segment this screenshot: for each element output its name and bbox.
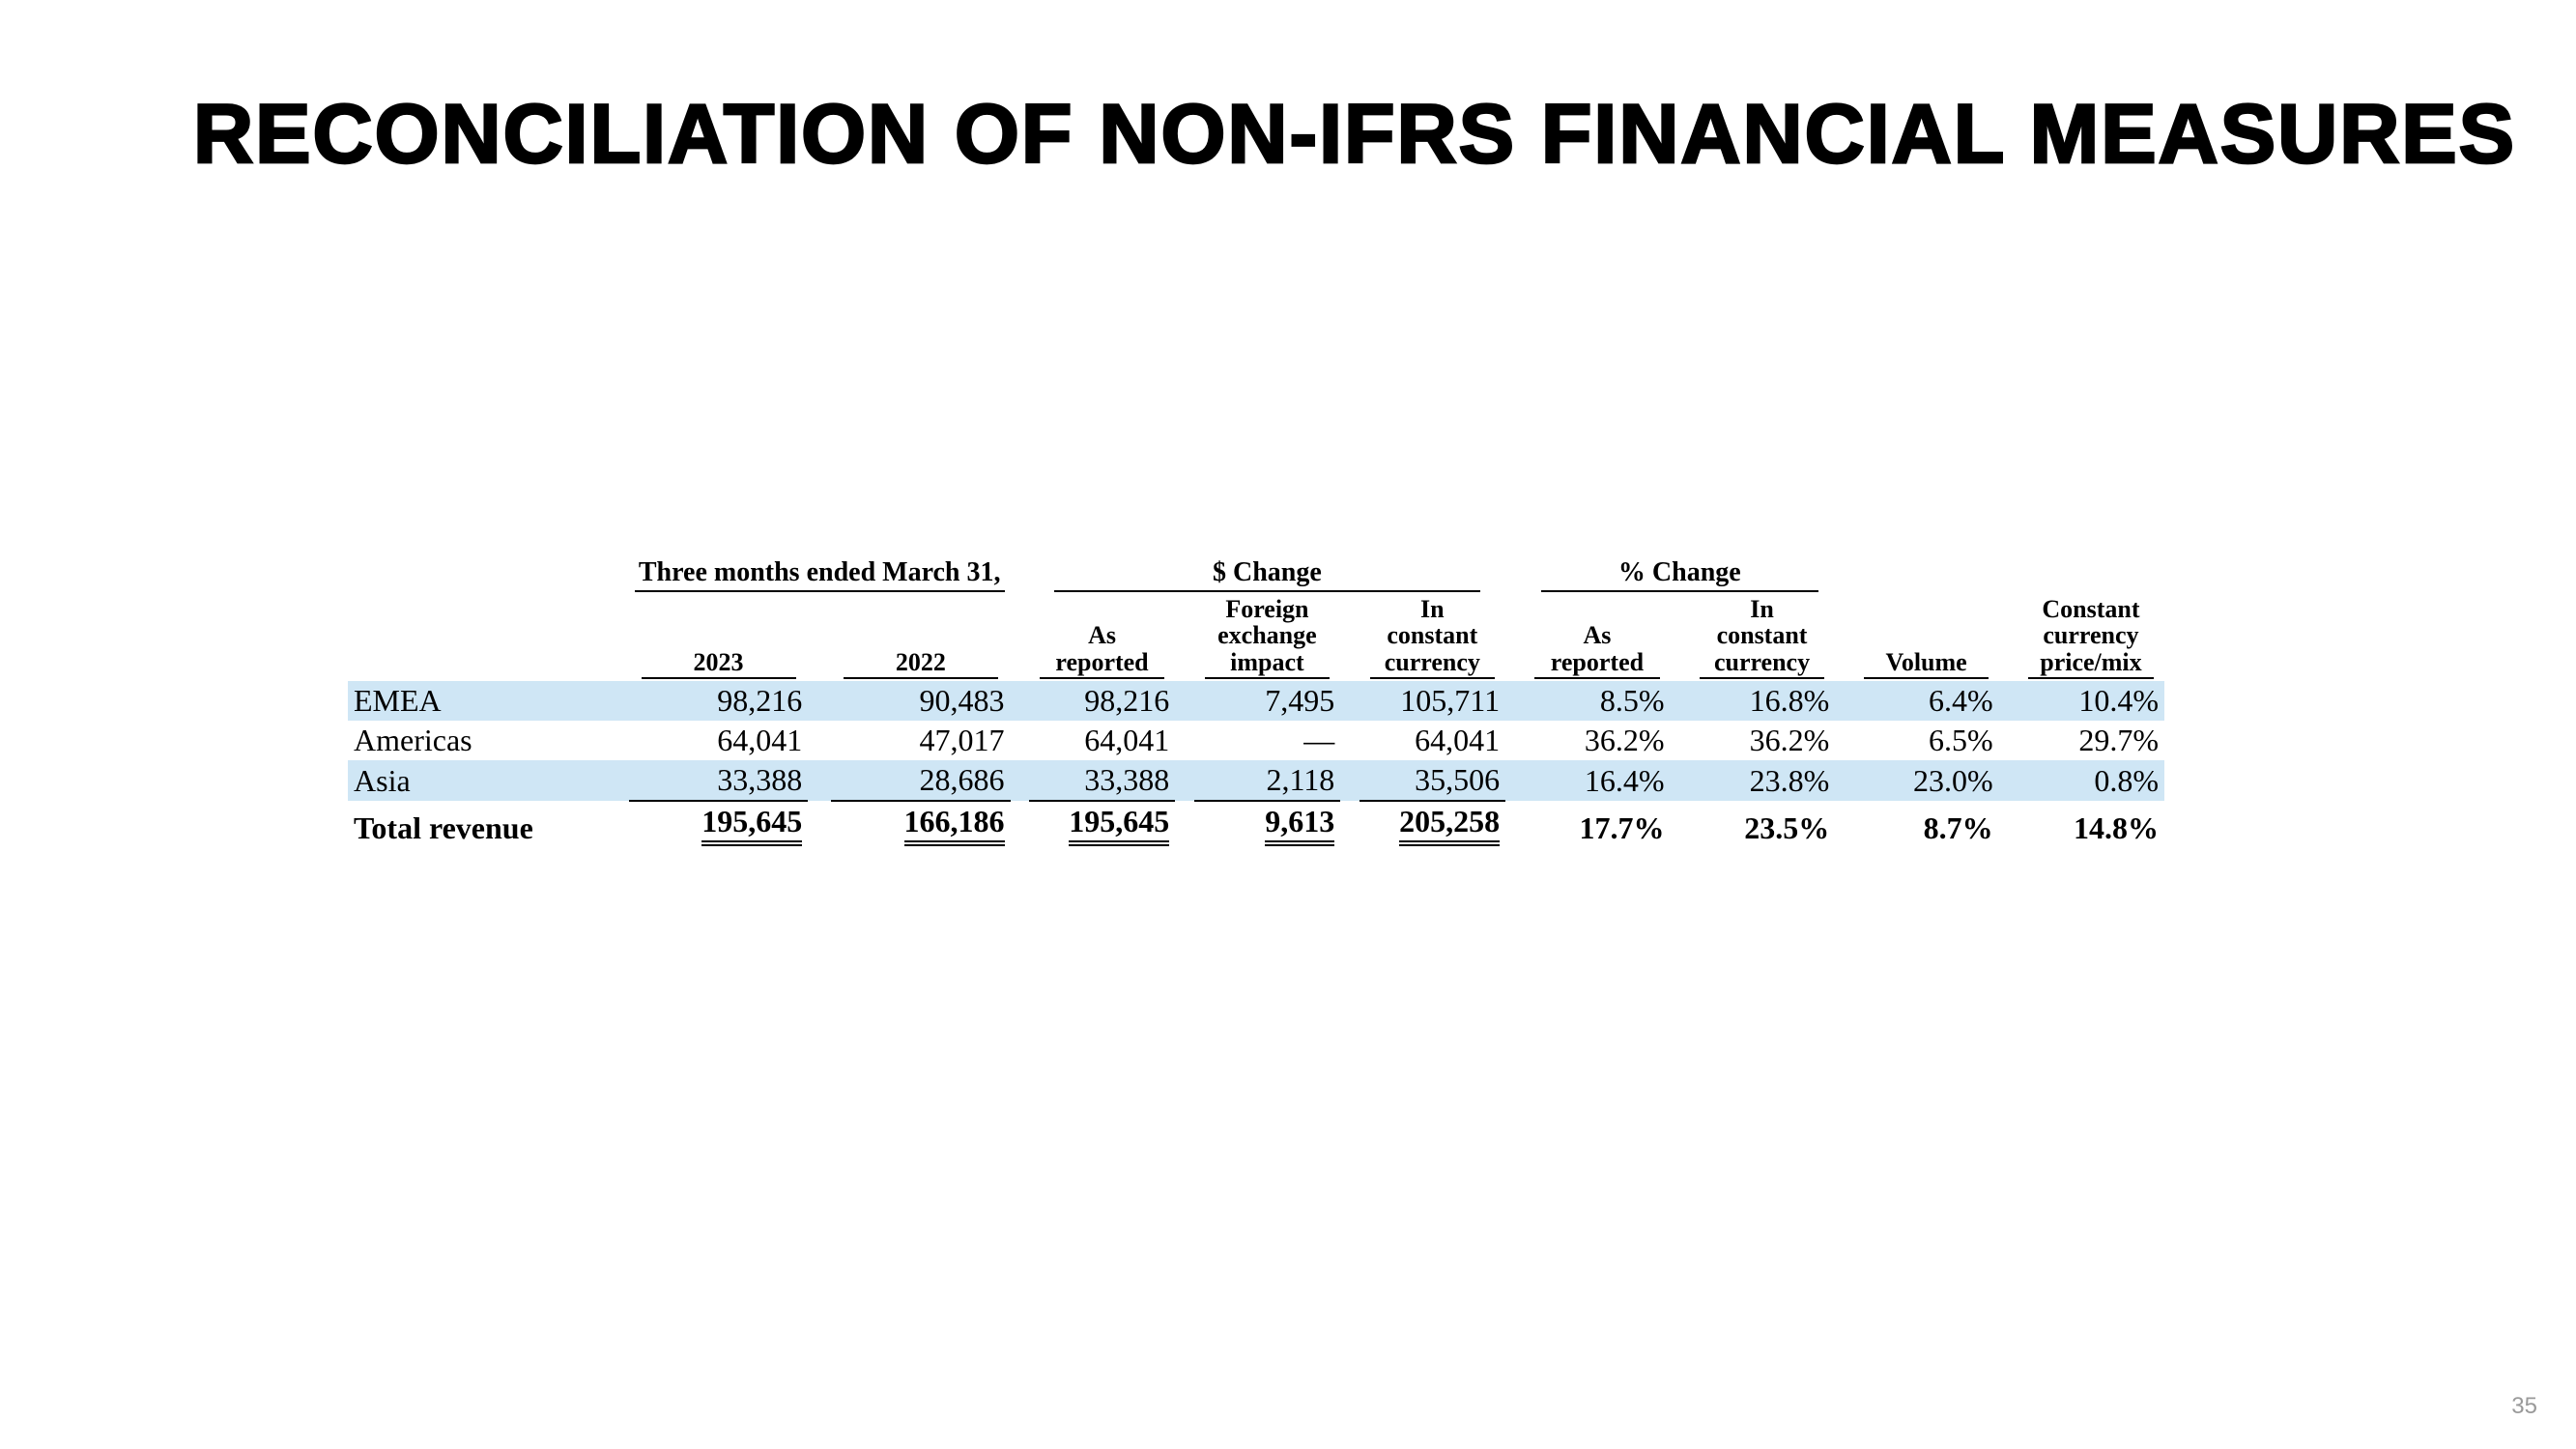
col-constant-ccy-2: Inconstantcurrency (1689, 594, 1835, 681)
hdr-pct-change: % Change (1524, 555, 1835, 594)
col-cc-price-mix: Constantcurrencyprice/mix (2018, 594, 2164, 681)
col-fx-impact: Foreignexchangeimpact (1194, 594, 1341, 681)
row-label: Total revenue (348, 801, 629, 848)
header-group-row: Three months ended March 31, $ Change % … (348, 555, 2164, 594)
header-sub-row: 2023 2022 Asreported Foreignexchangeimpa… (348, 594, 2164, 681)
row-label: Americas (348, 721, 629, 760)
col-as-reported-2: Asreported (1524, 594, 1670, 681)
col-2023: 2023 (629, 594, 808, 681)
row-label: Asia (348, 760, 629, 801)
reconciliation-table: Three months ended March 31, $ Change % … (348, 555, 2164, 848)
col-volume: Volume (1854, 594, 1999, 681)
row-label: EMEA (348, 681, 629, 721)
row-emea: EMEA 98,216 90,483 98,216 7,495 105,711 … (348, 681, 2164, 721)
page-number: 35 (2511, 1393, 2537, 1420)
slide: RECONCILIATION OF NON-IFRS FINANCIAL MEA… (0, 0, 2576, 1449)
slide-title: RECONCILIATION OF NON-IFRS FINANCIAL MEA… (193, 87, 2516, 183)
col-2022: 2022 (831, 594, 1010, 681)
hdr-dollar-change: $ Change (1029, 555, 1505, 594)
col-as-reported-1: Asreported (1029, 594, 1176, 681)
row-asia: Asia 33,388 28,686 33,388 2,118 35,506 1… (348, 760, 2164, 801)
row-americas: Americas 64,041 47,017 64,041 — 64,041 3… (348, 721, 2164, 760)
reconciliation-table-wrap: Three months ended March 31, $ Change % … (348, 555, 2164, 848)
row-total: Total revenue 195,645 166,186 195,645 9,… (348, 801, 2164, 848)
hdr-period: Three months ended March 31, (629, 555, 1011, 594)
col-constant-ccy-1: Inconstantcurrency (1360, 594, 1506, 681)
